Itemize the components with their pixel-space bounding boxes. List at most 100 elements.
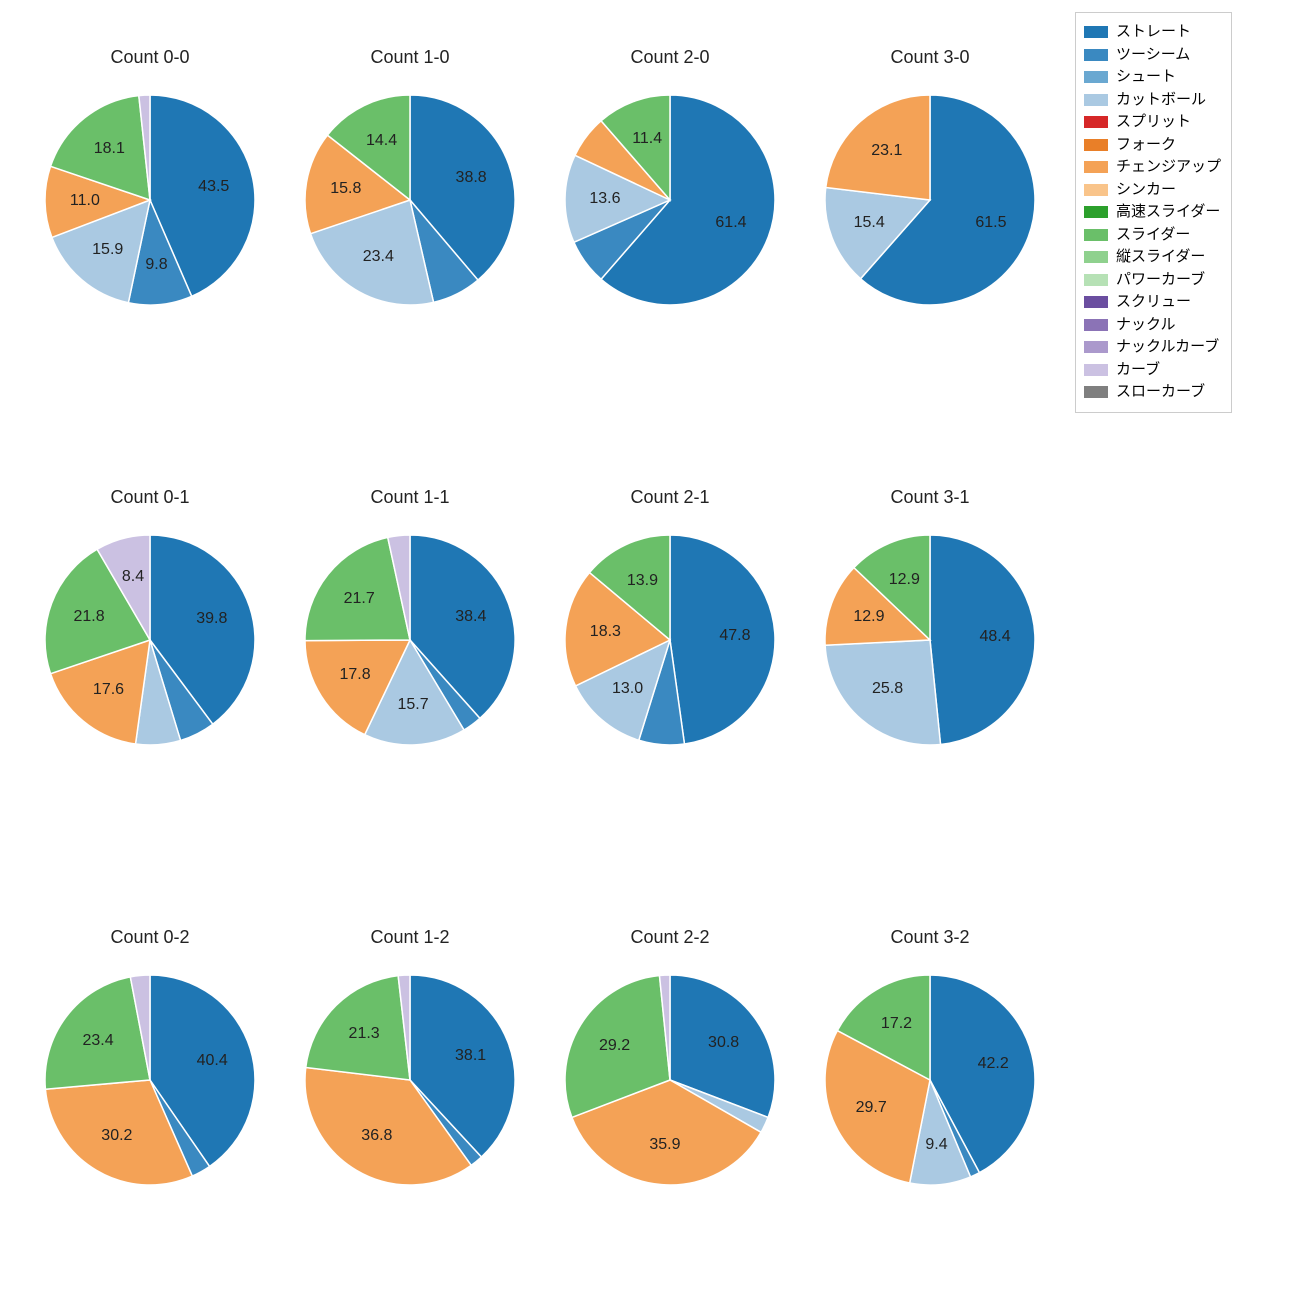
- legend-item: チェンジアップ: [1084, 156, 1221, 179]
- pie-svg: [825, 95, 1035, 305]
- legend-label: カットボール: [1116, 89, 1206, 112]
- pie-svg: [305, 95, 515, 305]
- legend-label: ナックル: [1116, 314, 1176, 337]
- legend-item: カーブ: [1084, 359, 1221, 382]
- legend-swatch: [1084, 161, 1108, 173]
- legend-label: チェンジアップ: [1116, 156, 1221, 179]
- legend-item: スライダー: [1084, 224, 1221, 247]
- legend-item: ナックル: [1084, 314, 1221, 337]
- legend-item: ナックルカーブ: [1084, 336, 1221, 359]
- slice-label: 12.9: [853, 608, 884, 626]
- figure: Count 0-043.59.815.911.018.1Count 1-038.…: [0, 0, 1300, 1300]
- slice-label: 17.2: [881, 1015, 912, 1033]
- legend-item: スプリット: [1084, 111, 1221, 134]
- pie-chart: Count 1-038.823.415.814.4: [305, 95, 515, 305]
- legend-item: ツーシーム: [1084, 44, 1221, 67]
- chart-title: Count 3-0: [825, 47, 1035, 68]
- slice-label: 38.8: [456, 169, 487, 187]
- slice-label: 23.4: [82, 1032, 113, 1050]
- pie-chart: Count 3-061.515.423.1: [825, 95, 1035, 305]
- chart-title: Count 0-1: [45, 487, 255, 508]
- legend-label: スローカーブ: [1116, 381, 1205, 404]
- chart-title: Count 2-1: [565, 487, 775, 508]
- slice-label: 15.4: [854, 214, 885, 232]
- chart-title: Count 0-2: [45, 927, 255, 948]
- legend-swatch: [1084, 116, 1108, 128]
- legend-swatch: [1084, 206, 1108, 218]
- slice-label: 15.9: [92, 241, 123, 259]
- slice-label: 61.4: [715, 214, 746, 232]
- legend-swatch: [1084, 364, 1108, 376]
- slice-label: 13.6: [589, 190, 620, 208]
- chart-title: Count 3-2: [825, 927, 1035, 948]
- legend-label: ナックルカーブ: [1116, 336, 1219, 359]
- legend-label: シンカー: [1116, 179, 1176, 202]
- pie-chart: Count 0-139.817.621.88.4: [45, 535, 255, 745]
- chart-title: Count 1-0: [305, 47, 515, 68]
- chart-title: Count 2-2: [565, 927, 775, 948]
- slice-label: 42.2: [978, 1055, 1009, 1073]
- legend-swatch: [1084, 251, 1108, 263]
- slice-label: 15.8: [330, 180, 361, 198]
- chart-title: Count 1-1: [305, 487, 515, 508]
- slice-label: 21.7: [344, 590, 375, 608]
- legend-item: シュート: [1084, 66, 1221, 89]
- legend-swatch: [1084, 26, 1108, 38]
- pie-svg: [45, 975, 255, 1185]
- legend-swatch: [1084, 341, 1108, 353]
- slice-label: 17.6: [93, 681, 124, 699]
- legend-item: フォーク: [1084, 134, 1221, 157]
- pie-chart: Count 2-147.813.018.313.9: [565, 535, 775, 745]
- legend-item: スクリュー: [1084, 291, 1221, 314]
- slice-label: 38.1: [455, 1047, 486, 1065]
- slice-label: 23.4: [363, 248, 394, 266]
- slice-label: 35.9: [649, 1136, 680, 1154]
- legend: ストレートツーシームシュートカットボールスプリットフォークチェンジアップシンカー…: [1075, 12, 1232, 413]
- slice-label: 17.8: [339, 666, 370, 684]
- legend-swatch: [1084, 71, 1108, 83]
- slice-label: 21.3: [349, 1025, 380, 1043]
- slice-label: 48.4: [979, 628, 1010, 646]
- slice-label: 43.5: [198, 178, 229, 196]
- legend-swatch: [1084, 94, 1108, 106]
- pie-chart: Count 3-242.29.429.717.2: [825, 975, 1035, 1185]
- pie-chart: Count 0-240.430.223.4: [45, 975, 255, 1185]
- slice-label: 61.5: [975, 214, 1006, 232]
- legend-swatch: [1084, 319, 1108, 331]
- legend-label: 高速スライダー: [1116, 201, 1220, 224]
- pie-svg: [305, 975, 515, 1185]
- slice-label: 25.8: [872, 680, 903, 698]
- legend-swatch: [1084, 274, 1108, 286]
- legend-item: カットボール: [1084, 89, 1221, 112]
- legend-label: シュート: [1116, 66, 1176, 89]
- slice-label: 29.2: [599, 1037, 630, 1055]
- slice-label: 14.4: [366, 132, 397, 150]
- slice-label: 9.4: [925, 1136, 947, 1154]
- slice-label: 11.0: [70, 192, 100, 210]
- slice-label: 15.7: [397, 696, 428, 714]
- legend-label: フォーク: [1116, 134, 1176, 157]
- legend-label: スライダー: [1116, 224, 1190, 247]
- slice-label: 8.4: [122, 568, 144, 586]
- slice-label: 18.3: [590, 623, 621, 641]
- chart-title: Count 2-0: [565, 47, 775, 68]
- slice-label: 30.2: [101, 1127, 132, 1145]
- legend-swatch: [1084, 139, 1108, 151]
- slice-label: 38.4: [455, 608, 486, 626]
- legend-label: カーブ: [1116, 359, 1160, 382]
- slice-label: 18.1: [94, 140, 125, 158]
- slice-label: 39.8: [196, 610, 227, 628]
- pie-chart: Count 3-148.425.812.912.9: [825, 535, 1035, 745]
- legend-item: 高速スライダー: [1084, 201, 1221, 224]
- pie-chart: Count 1-138.415.717.821.7: [305, 535, 515, 745]
- legend-swatch: [1084, 296, 1108, 308]
- legend-item: 縦スライダー: [1084, 246, 1221, 269]
- slice-label: 11.4: [632, 130, 662, 148]
- legend-label: スプリット: [1116, 111, 1191, 134]
- chart-title: Count 1-2: [305, 927, 515, 948]
- pie-chart: Count 1-238.136.821.3: [305, 975, 515, 1185]
- slice-label: 12.9: [889, 571, 920, 589]
- chart-title: Count 3-1: [825, 487, 1035, 508]
- legend-label: パワーカーブ: [1116, 269, 1205, 292]
- legend-item: ストレート: [1084, 21, 1221, 44]
